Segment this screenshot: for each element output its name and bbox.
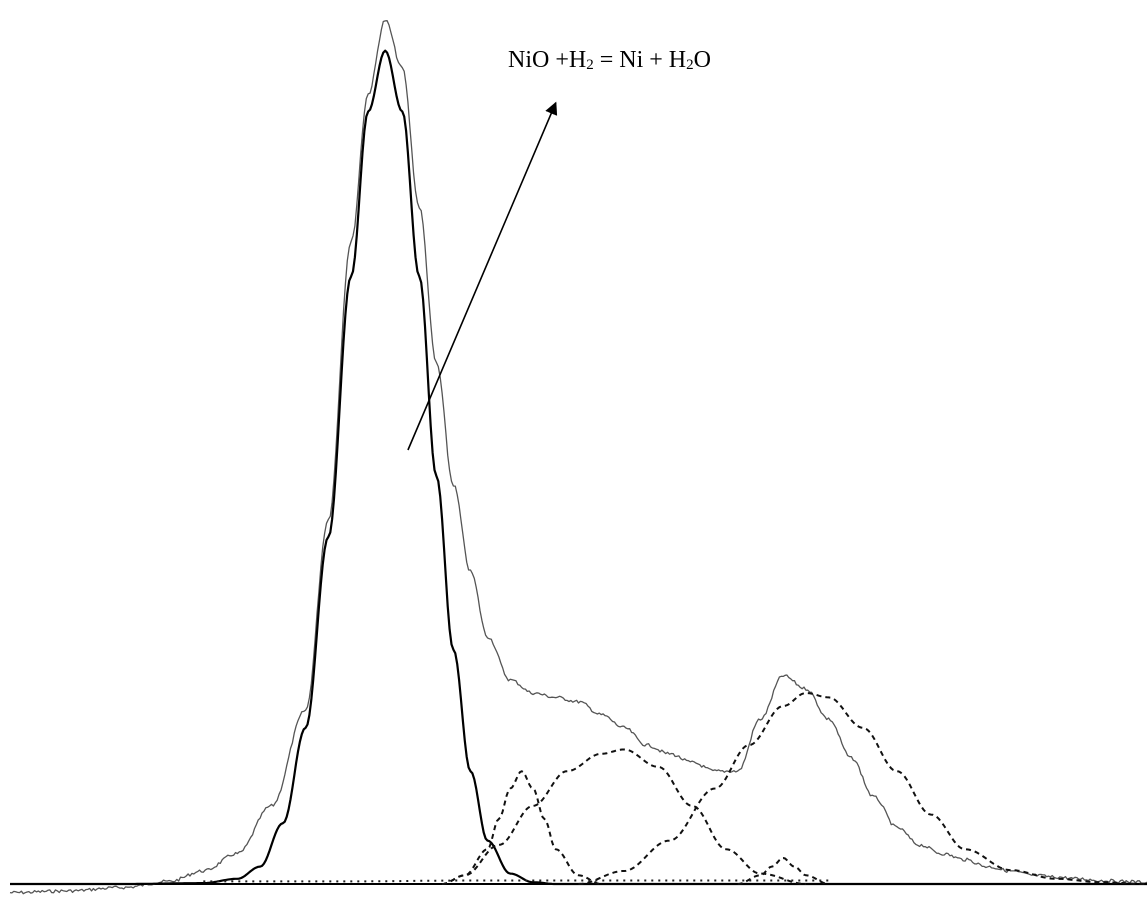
annotation-arrow: [407, 101, 558, 451]
series-dashed-2: [442, 770, 602, 885]
annotation-part-3: O: [693, 47, 711, 73]
series-dashed-5: [737, 857, 829, 885]
series-gray-noisy-0: [9, 20, 1147, 895]
series-layer: [9, 20, 1147, 895]
annotation-sub-2: 2: [686, 57, 694, 73]
reaction-annotation: NiO +H2 = Ni + H2O: [508, 48, 711, 73]
series-dashed-3: [442, 748, 806, 885]
series-dotted-baseline-6: [203, 879, 829, 883]
series-black-solid-1: [10, 49, 1147, 886]
annotation-part-1: NiO +H: [508, 47, 587, 73]
annotation-sub-1: 2: [586, 57, 594, 73]
annotation-part-2: = Ni + H: [593, 47, 687, 73]
series-dashed-4: [578, 692, 1147, 885]
